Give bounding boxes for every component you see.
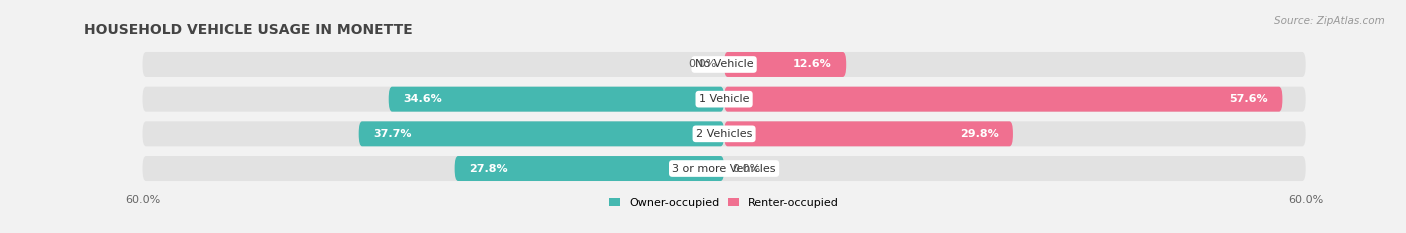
Text: 0.0%: 0.0% <box>733 164 761 174</box>
FancyBboxPatch shape <box>724 52 846 77</box>
Text: 12.6%: 12.6% <box>793 59 832 69</box>
FancyBboxPatch shape <box>724 87 1282 112</box>
FancyBboxPatch shape <box>142 156 1306 181</box>
FancyBboxPatch shape <box>142 52 1306 77</box>
Text: HOUSEHOLD VEHICLE USAGE IN MONETTE: HOUSEHOLD VEHICLE USAGE IN MONETTE <box>84 23 413 37</box>
Text: 57.6%: 57.6% <box>1229 94 1268 104</box>
Text: No Vehicle: No Vehicle <box>695 59 754 69</box>
FancyBboxPatch shape <box>724 121 1012 146</box>
Text: 27.8%: 27.8% <box>470 164 508 174</box>
Text: 3 or more Vehicles: 3 or more Vehicles <box>672 164 776 174</box>
FancyBboxPatch shape <box>142 121 1306 146</box>
Text: 0.0%: 0.0% <box>688 59 716 69</box>
Text: Source: ZipAtlas.com: Source: ZipAtlas.com <box>1274 16 1385 26</box>
Text: 34.6%: 34.6% <box>404 94 441 104</box>
Text: 2 Vehicles: 2 Vehicles <box>696 129 752 139</box>
Legend: Owner-occupied, Renter-occupied: Owner-occupied, Renter-occupied <box>609 198 839 208</box>
Text: 37.7%: 37.7% <box>373 129 412 139</box>
FancyBboxPatch shape <box>388 87 724 112</box>
FancyBboxPatch shape <box>142 87 1306 112</box>
FancyBboxPatch shape <box>454 156 724 181</box>
Text: 29.8%: 29.8% <box>960 129 998 139</box>
Text: 1 Vehicle: 1 Vehicle <box>699 94 749 104</box>
FancyBboxPatch shape <box>359 121 724 146</box>
